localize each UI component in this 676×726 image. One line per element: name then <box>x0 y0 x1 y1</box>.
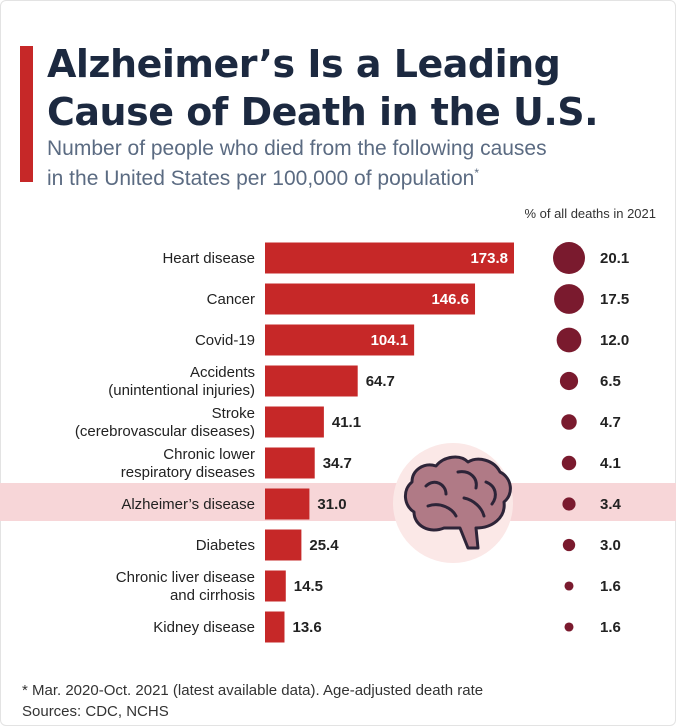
category-label: Accidents (unintentional injuries) <box>108 364 255 399</box>
bar <box>265 570 286 602</box>
pct-label: 4.1 <box>600 455 621 472</box>
pct-label: 4.7 <box>600 414 621 431</box>
category-label: Heart disease <box>162 250 255 267</box>
bar <box>265 529 302 561</box>
footnote-sources: Sources: CDC, NCHS <box>22 703 169 720</box>
pct-label: 6.5 <box>600 373 621 390</box>
pct-label: 1.6 <box>600 619 621 636</box>
category-label: Covid-19 <box>195 332 255 349</box>
bar <box>265 242 514 274</box>
chart-title: Alzheimer’s Is a Leading Cause of Death … <box>47 40 647 136</box>
value-label: 146.6 <box>431 291 469 308</box>
subtitle-footnote-mark: * <box>474 166 479 180</box>
category-label: Alzheimer’s disease <box>121 496 255 513</box>
pct-dot <box>554 284 584 314</box>
title-line-2: Cause of Death in the U.S. <box>47 90 599 134</box>
value-label: 173.8 <box>470 250 508 267</box>
pct-dot <box>564 581 574 591</box>
bar <box>265 283 476 315</box>
value-label: 34.7 <box>323 455 352 472</box>
pct-label: 3.4 <box>600 496 622 513</box>
pct-dot <box>561 455 577 471</box>
bar <box>265 365 358 397</box>
pct-label: 20.1 <box>600 250 629 267</box>
pct-dot <box>553 242 585 274</box>
category-label: Chronic liver disease and cirrhosis <box>116 569 255 604</box>
footnote-note: * Mar. 2020-Oct. 2021 (latest available … <box>22 682 484 699</box>
category-label: Chronic lower respiratory diseases <box>121 446 255 481</box>
title-line-1: Alzheimer’s Is a Leading <box>47 42 561 86</box>
pct-label: 3.0 <box>600 537 621 554</box>
bar <box>265 324 415 356</box>
pct-column-header: % of all deaths in 2021 <box>524 206 656 221</box>
pct-label: 17.5 <box>600 291 629 308</box>
value-label: 14.5 <box>294 578 323 595</box>
bar <box>265 488 310 520</box>
pct-dot <box>562 538 576 552</box>
value-label: 13.6 <box>292 619 321 636</box>
value-label: 25.4 <box>309 537 339 554</box>
pct-label: 1.6 <box>600 578 621 595</box>
pct-dot <box>559 371 579 391</box>
value-label: 104.1 <box>371 332 409 349</box>
bar <box>265 406 324 438</box>
pct-dot <box>562 497 576 511</box>
bar <box>265 447 315 479</box>
category-label: Cancer <box>207 291 255 308</box>
pct-dot <box>564 622 574 632</box>
bar <box>265 611 285 643</box>
category-label: Kidney disease <box>153 619 255 636</box>
pct-dot <box>561 414 577 430</box>
chart-subtitle: Number of people who died from the follo… <box>47 136 647 191</box>
pct-dot <box>556 327 582 353</box>
brain-icon <box>404 455 512 550</box>
value-label: 41.1 <box>332 414 361 431</box>
category-label: Diabetes <box>196 537 255 554</box>
subtitle-line-1: Number of people who died from the follo… <box>47 137 547 160</box>
footnote: * Mar. 2020-Oct. 2021 (latest available … <box>22 680 483 722</box>
subtitle-line-2: in the United States per 100,000 of popu… <box>47 167 475 190</box>
value-label: 31.0 <box>317 496 346 513</box>
value-label: 64.7 <box>366 373 395 390</box>
title-accent-bar <box>20 46 33 182</box>
category-label: Stroke (cerebrovascular diseases) <box>75 405 255 440</box>
pct-label: 12.0 <box>600 332 629 349</box>
